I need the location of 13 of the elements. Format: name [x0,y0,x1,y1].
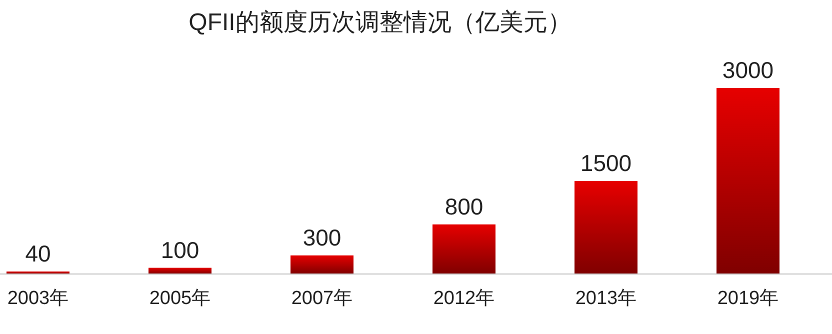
data-label: 3000 [722,57,774,83]
data-label: 100 [160,236,200,263]
data-label: 40 [25,240,51,267]
x-tick-label: 2003年 [7,288,69,309]
x-tick-label: 2019年 [717,288,779,309]
chart-title: QFII的额度历次调整情况（亿美元） [188,9,572,36]
data-label: 300 [302,224,342,250]
data-label: 1500 [580,150,632,176]
x-tick-label: 2007年 [291,288,353,309]
x-tick-label: 2012年 [433,288,495,309]
x-tick-label: 2013年 [575,288,637,309]
x-tick-label: 2005年 [149,288,211,309]
data-label: 800 [444,193,484,220]
